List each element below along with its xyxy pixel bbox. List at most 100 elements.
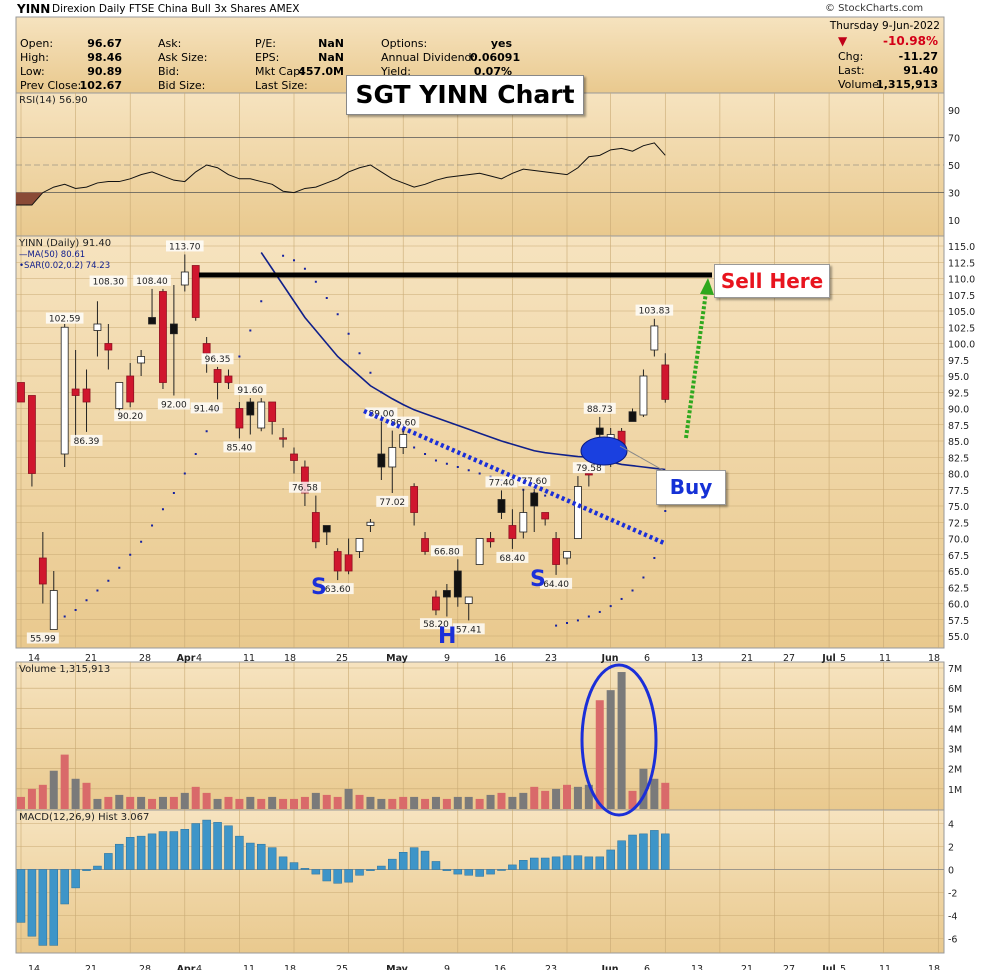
volume-label: Volume: xyxy=(838,78,883,91)
last-size-label: Last Size: xyxy=(255,79,308,92)
price-tick-label: 85.0 xyxy=(948,437,969,448)
volume-bar xyxy=(235,798,244,809)
candle-body xyxy=(388,447,397,468)
x-axis-label: 25 xyxy=(336,653,348,664)
price-label: 113.70 xyxy=(169,242,201,252)
price-label-bg xyxy=(223,441,256,453)
sar-dot xyxy=(642,576,645,579)
last-label: Last: xyxy=(838,64,865,77)
volume-bar xyxy=(169,796,178,809)
price-label-bg xyxy=(26,632,59,644)
rsi-line xyxy=(16,142,666,206)
x-axis-label: 14 xyxy=(28,964,40,970)
price-label: 55.99 xyxy=(30,635,56,645)
volume-bar xyxy=(126,796,135,809)
candle-body xyxy=(235,408,244,429)
candle-body xyxy=(399,434,408,448)
volume-bar xyxy=(300,796,309,809)
x-axis-label: 11 xyxy=(243,964,255,970)
volume-tick-label: 6M xyxy=(948,684,962,695)
macd-hist-bar xyxy=(82,869,91,871)
volume-bar xyxy=(71,778,80,809)
volume-bar xyxy=(421,798,430,809)
volume-bar xyxy=(377,798,386,809)
volume-bar xyxy=(158,796,167,809)
price-label: 108.40 xyxy=(136,277,168,287)
macd-hist-bar xyxy=(519,860,528,870)
volume-bar xyxy=(17,796,25,809)
price-label-bg xyxy=(321,583,354,595)
macd-hist-bar xyxy=(420,850,430,870)
volume-bar xyxy=(290,798,298,809)
mkt-cap-value: 457.0M xyxy=(298,65,344,78)
price-tick-label: 60.0 xyxy=(948,600,969,611)
sar-dot xyxy=(172,492,175,494)
macd-hist-bar xyxy=(235,835,244,870)
candle-body xyxy=(104,343,113,351)
volume-bar xyxy=(650,778,659,809)
macd-hist-bar xyxy=(497,869,506,871)
rsi-tick-label: 70 xyxy=(948,133,960,144)
volume-bar xyxy=(27,788,36,809)
price-tick-label: 67.5 xyxy=(948,551,969,562)
volume-bar xyxy=(497,792,506,809)
macd-hist-bar xyxy=(431,861,441,870)
sar-dot xyxy=(96,589,99,592)
candle-body xyxy=(344,554,353,572)
volume-bar xyxy=(530,786,539,809)
price-label: 88.73 xyxy=(587,405,613,415)
candle-body xyxy=(595,427,604,435)
low-label: Low: xyxy=(20,65,45,78)
buy-callout: Buy xyxy=(656,470,726,505)
macd-hist-bar xyxy=(60,869,69,905)
candle-body xyxy=(279,437,287,440)
price-tick-label: 115.0 xyxy=(948,242,975,253)
sar-dot xyxy=(63,615,66,618)
volume-tick-label: 3M xyxy=(948,745,962,756)
volume-bar xyxy=(148,798,157,809)
candle-body xyxy=(333,551,342,572)
price-tick-label: 62.5 xyxy=(948,583,969,594)
pe-label: P/E: xyxy=(255,37,276,50)
sar-dot xyxy=(555,624,558,627)
options-label: Options: xyxy=(381,37,428,50)
price-tick-label: 70.0 xyxy=(948,535,969,546)
stockcharts-credit: © StockCharts.com xyxy=(825,3,924,14)
candle-body xyxy=(191,265,200,318)
candle-body xyxy=(486,538,495,543)
sar-dot xyxy=(620,597,623,600)
volume-bar xyxy=(213,798,222,809)
volume-bar xyxy=(628,790,637,809)
macd-hist-bar xyxy=(366,869,375,871)
volume-tick-label: 2M xyxy=(948,765,962,776)
yield-value: 0.07% xyxy=(473,65,512,78)
price-label: 68.40 xyxy=(500,554,526,564)
sar-dot xyxy=(598,610,601,613)
price-label: 66.80 xyxy=(434,547,460,557)
price-label-bg xyxy=(234,384,267,396)
macd-hist-bar xyxy=(136,835,146,870)
ma-legend: —MA(50) 80.61 xyxy=(19,250,86,260)
volume-bar xyxy=(442,798,451,809)
price-tick-label: 97.5 xyxy=(948,356,969,367)
macd-hist-bar xyxy=(453,869,463,875)
x-axis-label: 23 xyxy=(545,653,557,664)
x-axis-label: Jun xyxy=(600,653,618,664)
price-tick-label: 77.5 xyxy=(948,486,969,497)
sar-dot xyxy=(664,510,667,513)
ticker-description: Direxion Daily FTSE China Bull 3x Shares… xyxy=(52,3,300,15)
sar-dot xyxy=(544,494,547,497)
macd-hist-bar xyxy=(147,833,157,870)
candle-body xyxy=(224,375,233,383)
volume-bar xyxy=(399,796,408,809)
prev-close-value: 102.67 xyxy=(79,79,122,92)
price-label-bg xyxy=(365,407,398,419)
macd-hist-bar xyxy=(125,837,135,870)
macd-hist-bar xyxy=(311,869,321,875)
x-axis-label: 21 xyxy=(85,653,97,664)
price-tick-label: 95.0 xyxy=(948,372,969,383)
volume-bar xyxy=(617,672,626,809)
sar-dot xyxy=(314,280,317,283)
price-tick-label: 55.0 xyxy=(948,632,969,643)
volume-bar xyxy=(202,792,211,809)
